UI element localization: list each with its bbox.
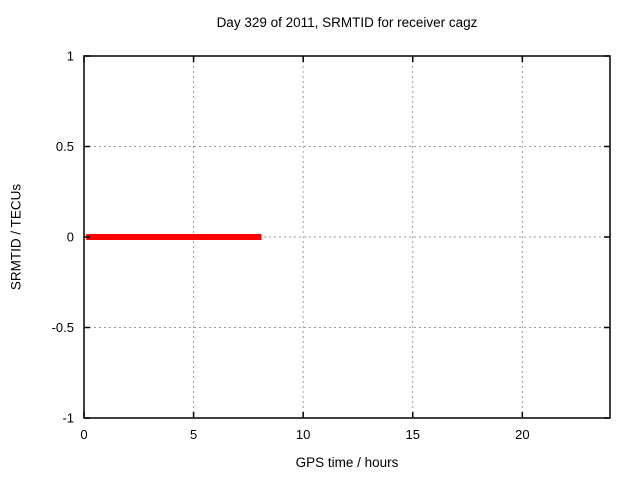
chart-title: Day 329 of 2011, SRMTID for receiver cag… (216, 15, 478, 30)
x-tick-label: 20 (515, 427, 529, 442)
y-tick-label: 1 (67, 49, 74, 64)
y-tick-label: 0.5 (56, 139, 74, 154)
plot-border (83, 55, 611, 419)
x-tick-label: 0 (80, 427, 87, 442)
y-tick-label: 0 (67, 230, 74, 245)
y-tick-label: -1 (62, 411, 74, 426)
x-tick-label: 5 (190, 427, 197, 442)
x-axis-label: GPS time / hours (295, 455, 399, 470)
x-tick-label: 15 (406, 427, 420, 442)
x-tick-label: 10 (296, 427, 310, 442)
y-tick-label: -0.5 (52, 320, 74, 335)
